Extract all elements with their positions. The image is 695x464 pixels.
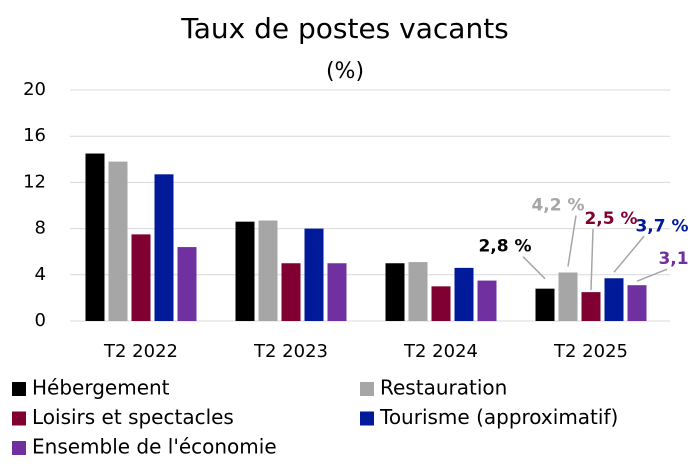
leader-line [522,256,546,280]
bar [177,247,197,321]
bar [304,228,324,321]
bar [108,161,128,321]
bar [627,285,647,321]
bar [431,286,451,321]
y-tick-label: 8 [35,218,46,239]
y-tick-label: 4 [35,264,46,285]
bar [281,263,301,321]
x-tick-label: T2 2022 [103,341,178,362]
data-label: 4,2 % [531,195,584,215]
data-label: 2,8 % [478,237,531,257]
data-label: 2,5 % [584,209,637,229]
y-tick-label: 16 [23,125,46,146]
bar [385,263,405,321]
bar [85,153,105,321]
legend-swatch [12,441,26,455]
x-tick-label: T2 2023 [253,341,328,362]
bar [558,272,578,321]
bar [131,234,151,321]
bar [235,221,255,321]
legend-label: Loisirs et spectacles [32,405,234,429]
legend-label: Hébergement [32,376,170,400]
y-tick-label: 20 [23,79,46,100]
x-tick-label: T2 2024 [403,341,478,362]
bar [258,220,278,321]
bar [604,278,624,321]
bar [454,267,474,321]
y-tick-label: 0 [35,310,46,331]
bar [154,174,174,321]
bar [581,292,601,321]
legend-swatch [12,382,26,396]
legend-swatch [360,382,374,396]
chart-title: Taux de postes vacants [180,12,509,45]
bar [477,280,497,321]
x-tick-label: T2 2025 [553,341,628,362]
legend-swatch [12,411,26,426]
y-tick-label: 12 [23,171,46,192]
bar [327,263,347,321]
legend-label: Tourisme (approximatif) [379,405,618,429]
leader-line [613,235,645,273]
data-label: 3,1 % [658,249,695,269]
bar [408,262,428,321]
chart-subtitle: (%) [326,59,364,84]
bar [535,288,555,321]
data-label: 3,7 % [635,216,688,236]
legend-label: Ensemble de l'économie [32,435,277,459]
legend-label: Restauration [380,376,507,400]
leader-line [636,268,668,282]
leader-line [567,215,577,267]
leader-line [590,229,594,291]
legend-swatch [360,411,374,426]
